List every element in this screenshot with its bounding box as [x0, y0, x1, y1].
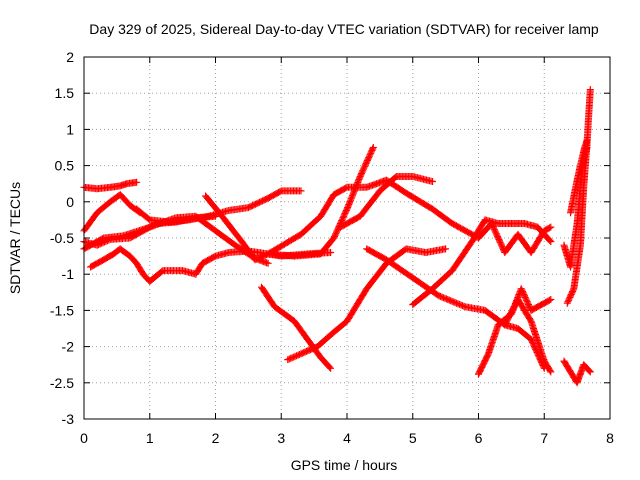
data-point: [546, 224, 553, 232]
x-tick-label: 5: [409, 430, 417, 446]
series-s13: [409, 216, 555, 309]
x-tick-label: 4: [343, 430, 351, 446]
data-marks: [80, 86, 594, 387]
x-tick-label: 6: [475, 430, 483, 446]
data-point: [547, 368, 555, 376]
data-point: [586, 368, 594, 376]
y-tick-label: 0: [66, 194, 74, 210]
y-tick-label: 1.5: [55, 85, 75, 101]
series-s5: [87, 144, 377, 285]
series-s15: [501, 296, 555, 376]
y-tick-label: -3: [62, 411, 75, 427]
grid: [84, 57, 610, 419]
x-tick-label: 0: [80, 430, 88, 446]
y-tick-label: -2: [62, 339, 75, 355]
y-tick-label: -2.5: [50, 375, 74, 391]
series-s11: [336, 173, 436, 231]
data-point: [547, 223, 555, 231]
series-s6: [133, 187, 305, 226]
data-point: [586, 86, 594, 94]
y-tick-label: -1: [62, 266, 75, 282]
series-s2: [80, 191, 144, 235]
y-axis-label: SDTVAR / TECUs: [7, 182, 23, 294]
x-ticks: 0 1 2 3 4 5 6 7 8: [80, 57, 614, 446]
data-point: [546, 296, 553, 304]
y-tick-label: 1: [66, 121, 74, 137]
y-tick-label: -1.5: [50, 302, 74, 318]
series-s1: [80, 178, 141, 193]
x-axis-label: GPS time / hours: [291, 457, 398, 473]
data-point: [297, 187, 305, 195]
data-point: [369, 144, 377, 151]
x-tick-label: 1: [146, 430, 154, 446]
data-point: [583, 136, 591, 144]
data-point: [585, 367, 593, 375]
series-s9: [258, 283, 335, 372]
data-point: [133, 178, 141, 186]
data-point: [264, 259, 272, 267]
data-point: [327, 249, 335, 256]
series-s18: [567, 136, 591, 217]
x-tick-label: 7: [540, 430, 548, 446]
data-point: [447, 297, 455, 305]
data-point: [442, 245, 450, 253]
series-s8: [264, 176, 555, 258]
data-point: [546, 237, 554, 244]
x-tick-label: 2: [212, 430, 220, 446]
series-s19: [560, 357, 594, 387]
data-point: [105, 236, 113, 244]
x-tick-label: 8: [606, 430, 614, 446]
series-s10: [284, 245, 450, 364]
x-tick-label: 3: [277, 430, 285, 446]
y-ticks: -3 -2.5 -2 -1.5 -1 -0.5 0 0.5 1 1.5 2: [50, 49, 610, 427]
data-point: [326, 363, 334, 371]
data-point: [547, 238, 555, 246]
data-point: [546, 367, 554, 375]
data-point: [369, 145, 377, 153]
chart-title: Day 329 of 2025, Sidereal Day-to-day VTE…: [89, 21, 599, 37]
y-tick-label: 0.5: [55, 158, 75, 174]
data-point: [255, 254, 263, 262]
y-tick-label: -0.5: [50, 230, 74, 246]
data-point: [547, 296, 555, 303]
y-tick-label: 2: [66, 49, 74, 65]
data-point: [429, 178, 436, 185]
data-point: [327, 364, 335, 372]
